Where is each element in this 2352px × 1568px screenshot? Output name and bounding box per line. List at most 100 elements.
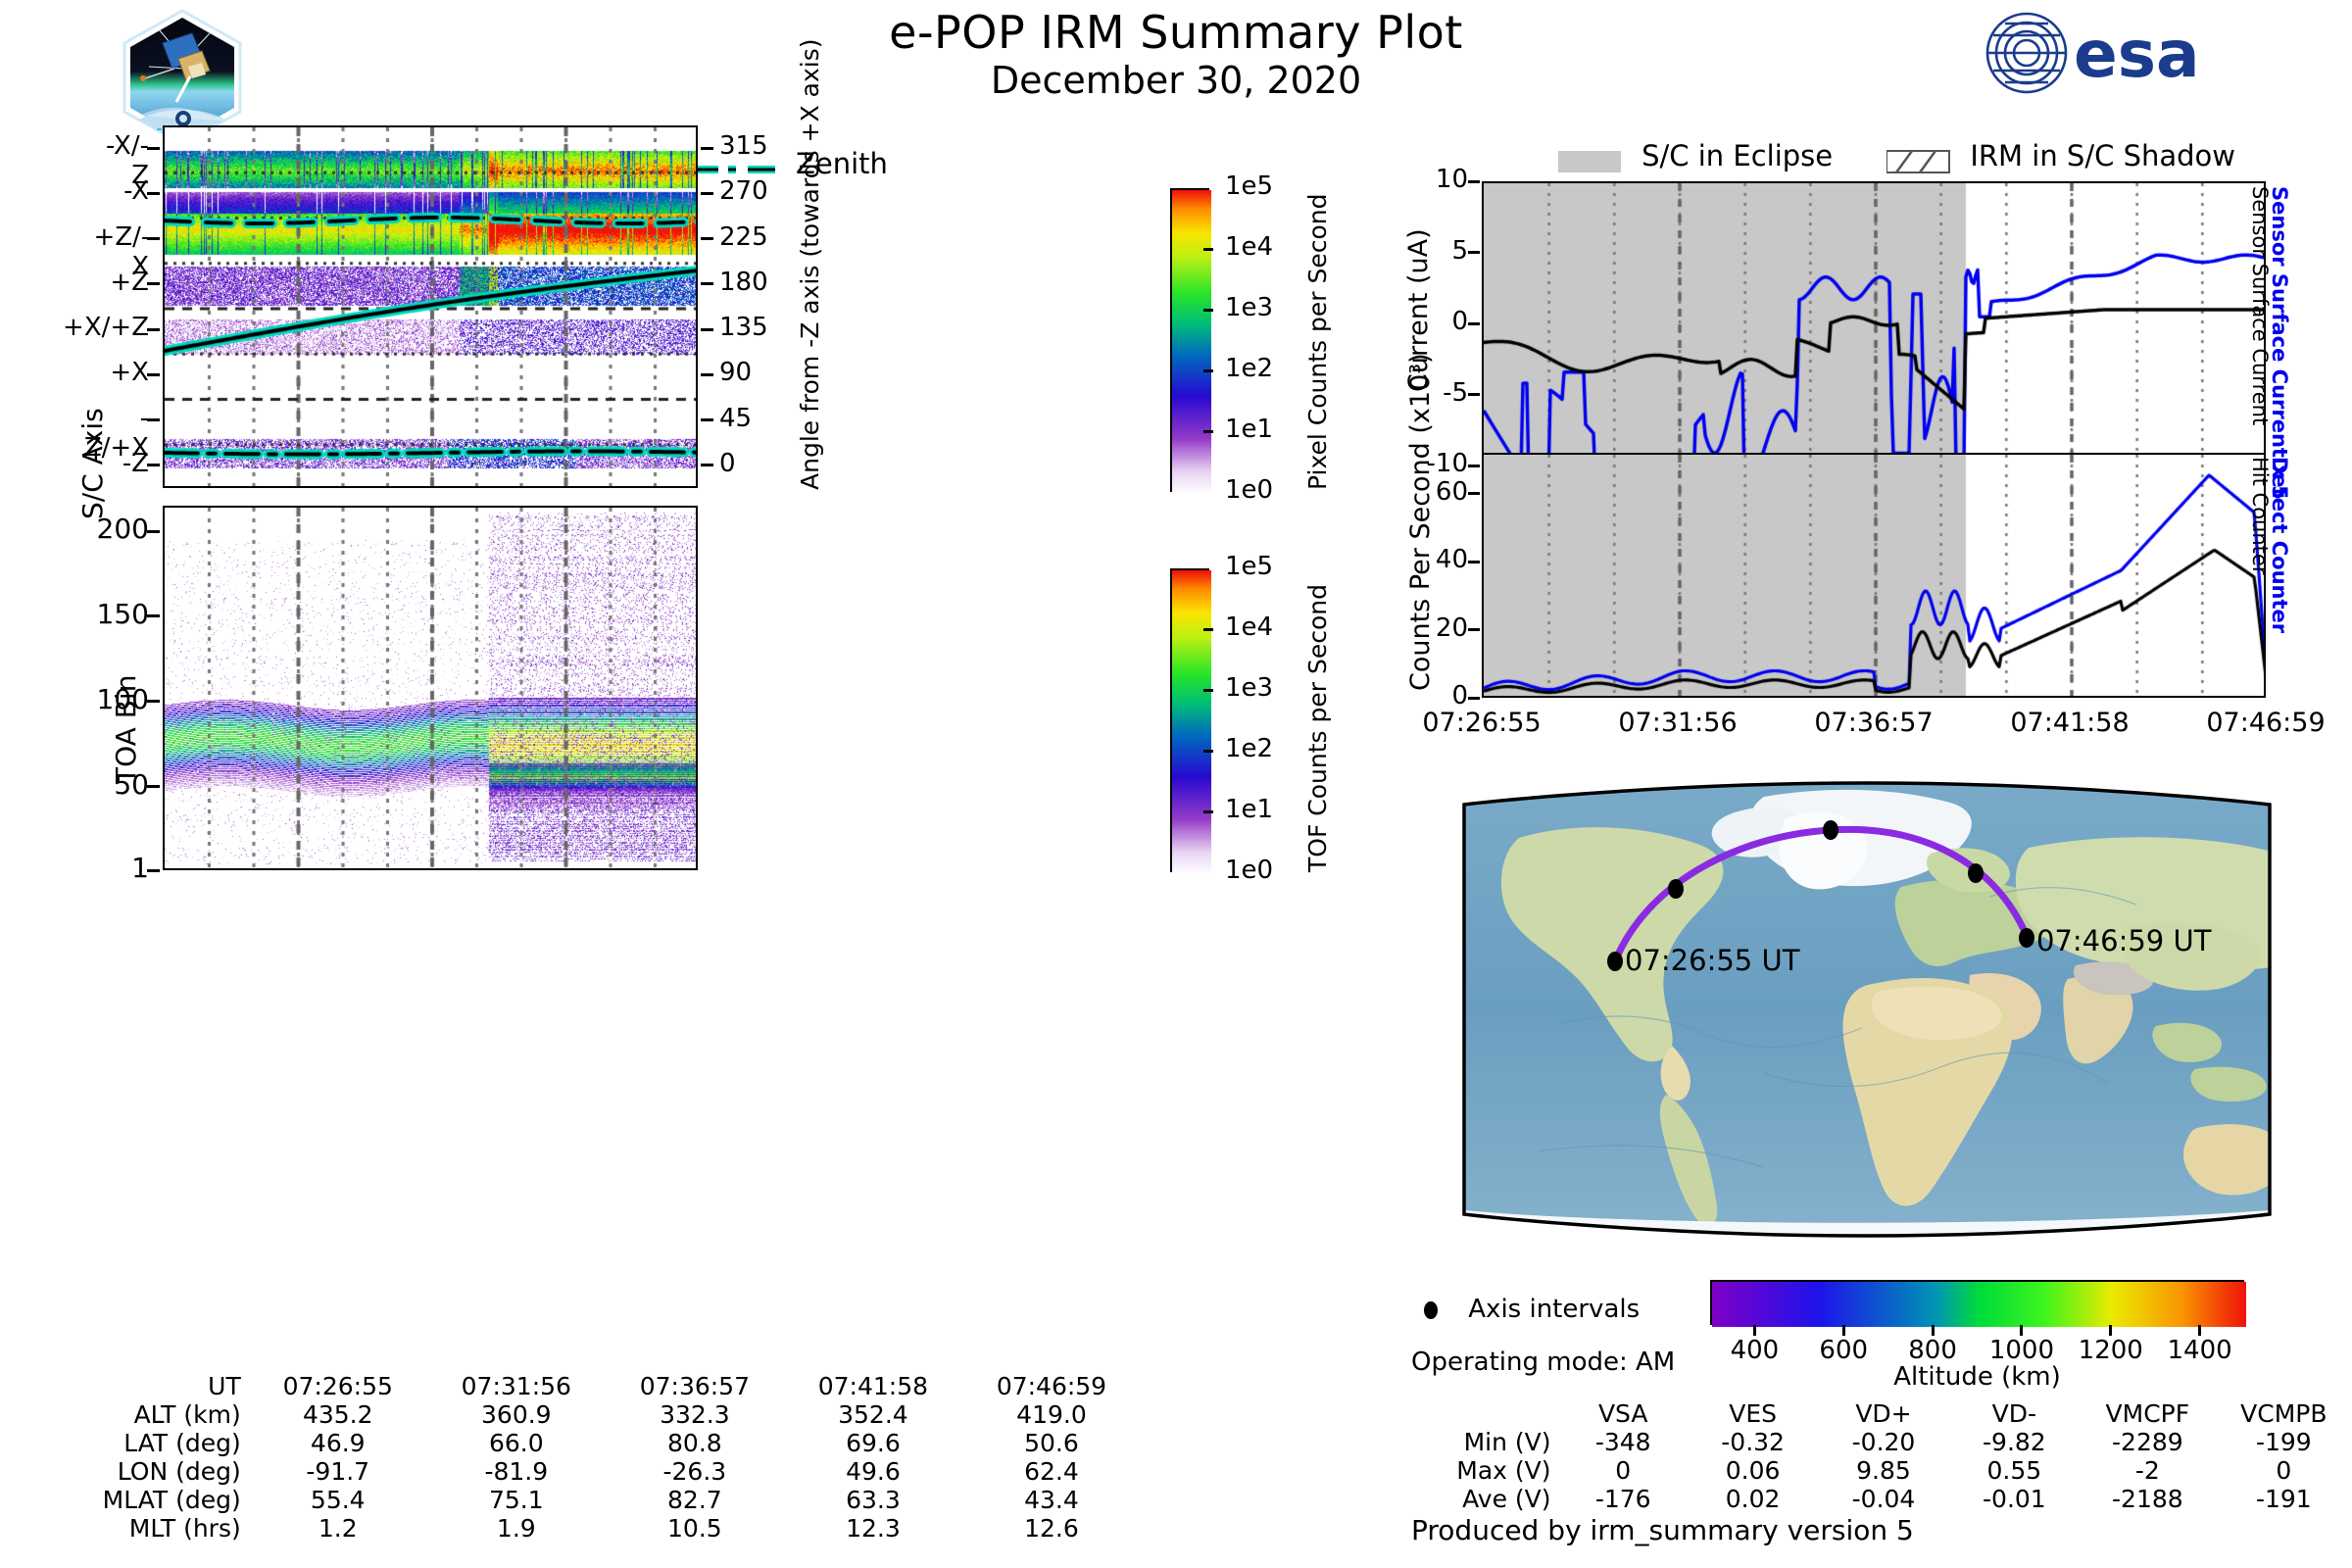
current-plot[interactable]: [1482, 181, 2266, 466]
table-row: Min (V) -348 -0.32 -0.20 -9.82 -2289 -199: [1409, 1428, 2352, 1456]
table-row: ALT (km) 435.2 360.9 332.3 352.4 419.0: [33, 1400, 1141, 1429]
ephemeris-cell: 1.2: [318, 1514, 358, 1543]
angle-tick-label: 180: [719, 267, 768, 297]
ephemeris-cell: 12.6: [1024, 1514, 1079, 1543]
voltage-column-header: VD-: [1991, 1399, 2037, 1428]
sc-axis-ytick-group: -X/-Z -X +Z/-X +Z +X/+Z +X -Z/+X -Z: [63, 125, 160, 488]
colorbar-tick-label: 1e3: [1225, 673, 1274, 703]
tick-mark: [147, 372, 160, 376]
angle-tick-label: 90: [719, 358, 753, 388]
voltage-cell: -348: [1594, 1428, 1651, 1456]
tick-mark: [147, 614, 160, 618]
current-tick-label: -5: [1443, 377, 1468, 408]
sc-axis-tick-label: +X: [110, 358, 149, 388]
altitude-tick-label: 1200: [2078, 1336, 2143, 1365]
altitude-tick-label: 600: [1819, 1336, 1869, 1365]
ephemeris-row-label: MLAT (deg): [102, 1486, 241, 1514]
tick-mark: [1203, 429, 1213, 433]
table-row: MLT (hrs) 1.2 1.9 10.5 12.3 12.6: [33, 1514, 1141, 1543]
ephemeris-cell: 10.5: [667, 1514, 722, 1543]
table-row: UT 07:26:55 07:31:56 07:36:57 07:41:58 07:46:…: [33, 1372, 1141, 1400]
tick-mark: [1203, 627, 1213, 631]
colorbar-tick-label: 1e0: [1225, 856, 1274, 885]
toa-tick-label: 200: [96, 513, 149, 546]
angle-tick-label: 135: [719, 313, 768, 343]
title-text: e-POP IRM Summary Plot: [889, 6, 1463, 59]
ephemeris-cell: 55.4: [310, 1486, 366, 1514]
sc-axis-tick-label: -X: [123, 176, 149, 207]
current-tick-label: 5: [1451, 235, 1468, 266]
angle-tick-label: 45: [719, 403, 753, 433]
angle-tick-label: 270: [719, 176, 768, 207]
tick-mark: [1468, 464, 1480, 467]
ephemeris-row-label: MLT (hrs): [128, 1514, 241, 1543]
voltage-cell: 0.06: [1725, 1456, 1781, 1485]
map-end-label: 07:46:59 UT: [2036, 924, 2212, 957]
ephemeris-cell: 66.0: [488, 1429, 544, 1457]
tick-mark: [1203, 247, 1213, 251]
tick-mark: [1468, 321, 1480, 325]
ephemeris-cell: -81.9: [484, 1457, 549, 1486]
tick-mark: [1841, 1325, 1845, 1336]
tick-mark: [1203, 368, 1213, 372]
ephemeris-cell: 50.6: [1024, 1429, 1079, 1457]
ephemeris-cell: 419.0: [1016, 1400, 1087, 1429]
title-date: December 30, 2020: [990, 59, 1362, 102]
tick-mark: [1203, 809, 1213, 813]
colorbar-tick-label: 1e5: [1225, 552, 1274, 581]
tick-mark: [147, 237, 160, 241]
ephemeris-cell: 332.3: [660, 1400, 730, 1429]
voltage-cell: -0.01: [1983, 1485, 2046, 1513]
altitude-colorbar-ticks: 400 600 800 1000 1200 1400: [1710, 1325, 2244, 1366]
tick-mark: [147, 868, 160, 872]
altitude-tick-label: 1000: [1988, 1336, 2054, 1365]
current-tick-label: 10: [1435, 165, 1468, 194]
colorbar-tick-label: 1e2: [1225, 354, 1274, 383]
voltage-column-header: VMCPF: [2105, 1399, 2190, 1428]
sc-axis-tick-label: +Z/-X: [93, 221, 151, 281]
ground-track-map[interactable]: 07:26:55 UT 07:46:59 UT: [1441, 779, 2293, 1240]
voltage-cell: -0.04: [1851, 1485, 1916, 1513]
tick-mark: [147, 464, 160, 467]
current-tick-label: 0: [1451, 307, 1468, 336]
toa-spectrogram[interactable]: [163, 506, 698, 870]
sc-axis-tick-label: -Z/+X: [83, 403, 149, 463]
ephemeris-cell: 63.3: [846, 1486, 901, 1514]
table-row: LON (deg) -91.7 -81.9 -26.3 49.6 62.4: [33, 1457, 1141, 1486]
time-tick-label: 07:46:59: [2206, 708, 2326, 738]
ephemeris-row-label: ALT (km): [133, 1400, 241, 1429]
colorbar-tick-label: 1e1: [1225, 415, 1274, 444]
legend-item-eclipse: S/C in Eclipse: [1558, 139, 1838, 172]
toa-tick-label: 50: [114, 767, 149, 801]
toa-ytick-group: 200 150 100 50 1: [96, 506, 160, 884]
zenith-line-icon: [694, 165, 775, 173]
counts-plot[interactable]: [1482, 453, 2266, 698]
time-tick-label: 07:36:57: [1814, 708, 1934, 738]
counts-tick-label: 0: [1451, 681, 1468, 710]
angle-tick-label: 225: [719, 221, 768, 252]
tick-mark: [1931, 1325, 1935, 1336]
current-right-label-black: Sensor Surface Current: [2248, 186, 2272, 426]
sc-axis-spectrogram[interactable]: [163, 125, 698, 488]
voltage-cell: 0.55: [1986, 1456, 2042, 1485]
angle-tick-label: 315: [719, 131, 768, 162]
ephemeris-cell: 12.3: [846, 1514, 901, 1543]
tick-mark: [1468, 393, 1480, 396]
colorbar-tick-label: 1e4: [1225, 232, 1274, 262]
tick-mark: [701, 282, 713, 286]
ephemeris-row-label: LAT (deg): [123, 1429, 241, 1457]
tick-mark: [701, 418, 713, 422]
counts-tick-label: 60: [1435, 476, 1468, 507]
voltage-column-header: VSA: [1597, 1399, 1648, 1428]
toa-tick-label: 1: [131, 852, 149, 884]
tof-counts-colorbar-label: TOF Counts per Second: [1303, 584, 1332, 872]
time-tick-label: 07:26:55: [1422, 708, 1542, 738]
tick-mark: [2109, 1325, 2113, 1336]
tick-mark: [1203, 688, 1213, 692]
ephemeris-cell: 62.4: [1024, 1457, 1079, 1486]
altitude-tick-label: 800: [1908, 1336, 1957, 1365]
tick-mark: [1203, 308, 1213, 312]
voltage-column-header: VCMPB: [2240, 1399, 2328, 1428]
tick-mark: [147, 146, 160, 150]
altitude-colorbar-label: Altitude (km): [1893, 1362, 2061, 1392]
